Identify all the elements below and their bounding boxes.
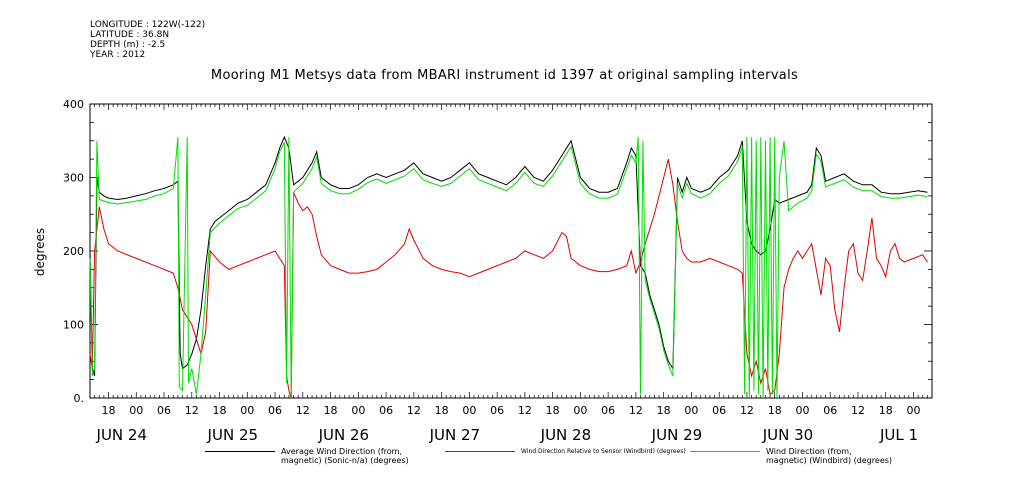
x-tick-label: 00 [462,404,476,417]
legend-swatch-black [205,451,275,452]
series-line-2 [89,137,928,399]
x-tick-label: 06 [379,404,393,417]
x-tick-label: 06 [712,404,726,417]
x-tick-label: 18 [768,404,782,417]
metadata-latitude: LATITUDE : 36.8N [90,30,170,40]
x-tick-label: 18 [546,404,560,417]
x-tick-label: 00 [351,404,365,417]
x-tick-label: 12 [629,404,643,417]
y-tick-label: 300 [63,172,84,185]
legend-label-average-wind: Average Wind Direction (from, magnetic) … [281,447,409,465]
plot-frame [89,103,933,399]
x-tick-label: 06 [601,404,615,417]
legend: Average Wind Direction (from, magnetic) … [0,447,1009,477]
x-tick-label: 00 [240,404,254,417]
y-tick-label: 200 [63,245,84,258]
date-label: JUN 30 [762,426,813,444]
x-tick-label: 18 [657,404,671,417]
date-label: JUN 29 [651,426,702,444]
x-tick-label: 06 [823,404,837,417]
y-tick-label: 0. [74,392,85,405]
x-tick-label: 12 [851,404,865,417]
chart-series [89,135,928,399]
date-label: JUN 28 [540,426,591,444]
x-tick-label: 12 [407,404,421,417]
x-tick-label: 06 [157,404,171,417]
date-label: JUN 26 [318,426,369,444]
x-tick-label: 12 [740,404,754,417]
metadata-depth: DEPTH (m) : -2.5 [90,40,166,50]
x-tick-label: 00 [573,404,587,417]
x-tick-label: 00 [684,404,698,417]
series-line-0 [89,135,928,377]
y-tick-label: 400 [63,98,84,111]
legend-swatch-green [690,451,760,452]
y-tick-label: 100 [63,319,84,332]
chart-axes: 18 00 06 12 18 00 06 12 18 00 06 12 18 00 06 12 18 00 06 12… [63,98,933,444]
x-tick-label: 12 [185,404,199,417]
x-tick-label: 18 [102,404,116,417]
x-tick-label: 18 [435,404,449,417]
x-tick-label: 18 [324,404,338,417]
x-tick-label: 18 [879,404,893,417]
x-tick-label: 00 [129,404,143,417]
legend-swatch-red [445,451,515,452]
x-tick-label: 18 [213,404,227,417]
legend-label-windbird: Wind Direction (from, magnetic) (Windbir… [766,447,893,465]
date-label: JUN 24 [96,426,147,444]
x-tick-label: 12 [296,404,310,417]
x-tick-label: 06 [490,404,504,417]
x-tick-label: 12 [518,404,532,417]
x-tick-label: 00 [795,404,809,417]
chart-title: Mooring M1 Metsys data from MBARI instru… [210,68,799,83]
legend-label-relative-wind: Wind Direction Relative to Sensor (Windb… [521,448,686,455]
date-label: JUN 25 [207,426,258,444]
date-label: JUN 27 [429,426,480,444]
metadata-block: LONGITUDE : 122W(-122) LATITUDE : 36.8N … [90,20,205,60]
series-line-1 [89,158,928,399]
x-tick-label: 06 [268,404,282,417]
metadata-longitude: LONGITUDE : 122W(-122) [90,20,206,30]
metadata-year: YEAR : 2012 [90,50,146,60]
date-label: JUL 1 [879,426,918,444]
y-axis-label: degrees [33,228,47,276]
x-tick-label: 00 [906,404,920,417]
